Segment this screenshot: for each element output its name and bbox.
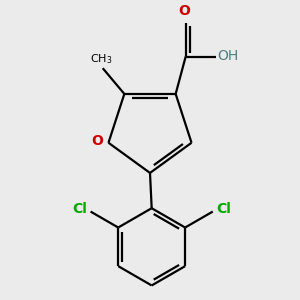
Text: Cl: Cl [72, 202, 87, 216]
Text: O: O [178, 4, 190, 18]
Text: Cl: Cl [216, 202, 231, 216]
Text: CH$_3$: CH$_3$ [90, 52, 112, 65]
Text: O: O [91, 134, 103, 148]
Text: OH: OH [218, 49, 239, 63]
